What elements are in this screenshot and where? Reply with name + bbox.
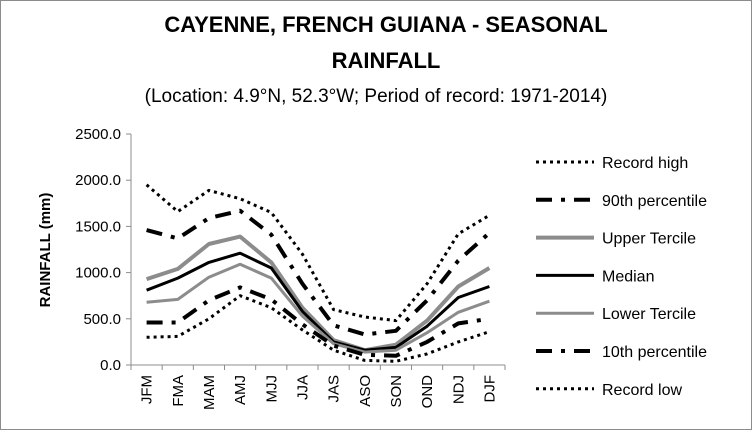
- y-tick-label: 1000.0: [75, 265, 121, 282]
- series-line-median: [146, 251, 490, 352]
- x-tick-label: MJJ: [263, 375, 280, 403]
- x-tick-label: ASO: [357, 375, 374, 407]
- y-tick-label: 2000.0: [75, 172, 121, 189]
- series-line-90th-percentile: [146, 208, 491, 337]
- y-tick-label: 500.0: [83, 311, 121, 328]
- y-tick-label: 1500.0: [75, 218, 121, 235]
- legend-label: Median: [602, 268, 654, 285]
- x-tick-label: MAM: [201, 375, 218, 410]
- axes: 0.0 500.0 1000.0 1500.0 2000.0 2500.0 JFM FMA MA…: [75, 126, 506, 410]
- x-tick-label: DJF: [481, 375, 498, 403]
- x-tick-label: OND: [419, 375, 436, 409]
- y-tick-label: 2500.0: [75, 126, 121, 143]
- series-line-10th-percentile: [146, 285, 490, 358]
- series-line-record-low: [146, 294, 490, 363]
- legend-label: Record low: [602, 382, 682, 399]
- x-tick-label: AMJ: [232, 375, 249, 405]
- plot-area: [145, 183, 491, 363]
- x-tick-label: JJA: [294, 375, 311, 400]
- legend-label: Upper Tercile: [602, 231, 696, 248]
- y-tick-label: 0.0: [100, 357, 121, 374]
- x-tick-label: JFM: [139, 375, 156, 404]
- series-line-upper-tercile: [145, 234, 491, 353]
- x-tick-label: SON: [388, 375, 405, 408]
- x-tick-label: NDJ: [450, 375, 467, 404]
- series-line-lower-tercile: [146, 262, 490, 354]
- chart-title-line-1: CAYENNE, FRENCH GUIANA - SEASONAL: [164, 12, 607, 37]
- series-line-record-high: [145, 183, 491, 323]
- legend-label: 90th percentile: [602, 193, 707, 210]
- chart-title-line-2: RAINFALL: [332, 48, 441, 73]
- legend-label: Record high: [602, 155, 688, 172]
- chart-subtitle: (Location: 4.9°N, 52.3°W; Period of reco…: [145, 86, 608, 107]
- legend-label: 10th percentile: [602, 344, 707, 361]
- x-tick-label: FMA: [170, 375, 187, 407]
- y-axis-label: RAINFALL (mm): [37, 193, 54, 308]
- x-tick-label: JAS: [326, 375, 343, 403]
- legend: Record high 90th percentile Upper Tercile M…: [536, 155, 707, 399]
- legend-label: Lower Tercile: [602, 306, 696, 323]
